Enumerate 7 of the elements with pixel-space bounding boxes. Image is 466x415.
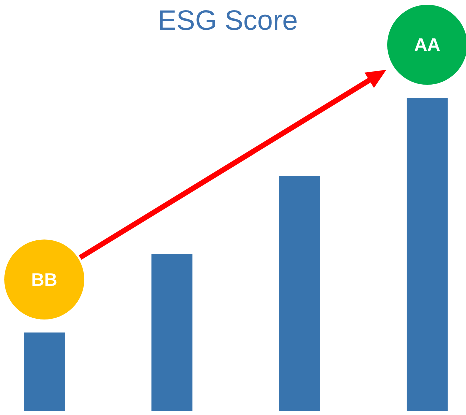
text: AA [414, 35, 440, 55]
bar [406, 98, 448, 411]
bar [279, 176, 320, 411]
chart-title: ESG Score [158, 5, 298, 36]
bar [24, 332, 66, 411]
bar [152, 254, 193, 411]
annotation: BB [32, 270, 58, 290]
